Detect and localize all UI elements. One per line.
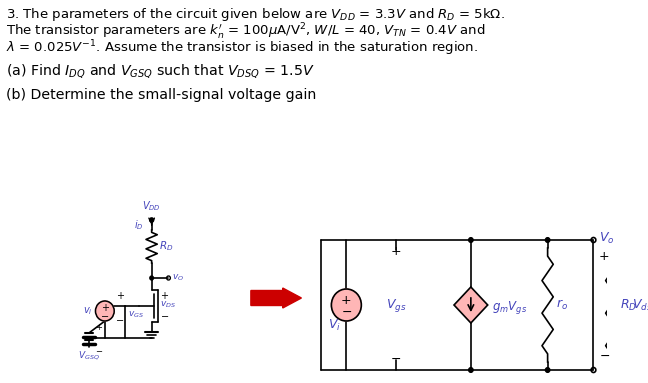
Text: $-$: $-$ xyxy=(95,345,104,354)
Circle shape xyxy=(469,368,473,372)
Text: +: + xyxy=(95,323,102,332)
Text: $V_{gs}$: $V_{gs}$ xyxy=(386,296,406,314)
Text: $-$: $-$ xyxy=(100,310,110,320)
Circle shape xyxy=(609,368,614,372)
Text: +: + xyxy=(101,303,109,313)
Circle shape xyxy=(469,238,473,242)
Text: $v_{GS}$: $v_{GS}$ xyxy=(128,309,145,319)
Text: $R_D$: $R_D$ xyxy=(159,240,174,254)
Text: $V_{GSQ}$: $V_{GSQ}$ xyxy=(78,349,100,362)
Circle shape xyxy=(150,218,154,222)
Text: $V_i$: $V_i$ xyxy=(328,318,341,332)
Circle shape xyxy=(609,238,614,242)
Circle shape xyxy=(95,301,114,321)
Text: +: + xyxy=(341,295,352,308)
Text: 3. The parameters of the circuit given below are $V_{DD}$ = 3.3$V$ and $R_D$ = 5: 3. The parameters of the circuit given b… xyxy=(6,6,504,23)
Text: +: + xyxy=(391,245,401,258)
Text: $v_i$: $v_i$ xyxy=(83,305,93,317)
Circle shape xyxy=(331,289,362,321)
Text: $-$: $-$ xyxy=(390,352,402,365)
Text: +: + xyxy=(599,250,610,263)
Text: +: + xyxy=(117,291,124,301)
Text: $v_O$: $v_O$ xyxy=(172,273,184,283)
Text: $-$: $-$ xyxy=(599,349,610,362)
Text: $V_{DD}$: $V_{DD}$ xyxy=(143,199,161,213)
Text: $-$: $-$ xyxy=(160,310,169,320)
Text: $V_{ds}$: $V_{ds}$ xyxy=(632,298,648,313)
Text: $i_D$: $i_D$ xyxy=(133,218,143,232)
Text: $\lambda$ = 0.025$V^{-1}$. Assume the transistor is biased in the saturation reg: $\lambda$ = 0.025$V^{-1}$. Assume the tr… xyxy=(6,38,478,57)
Text: $R_D$: $R_D$ xyxy=(619,298,637,313)
Text: $-$: $-$ xyxy=(115,314,124,324)
Text: The transistor parameters are $k^{\prime}_n$ = 100$\mu$A/V$^2$, $W/L$ = 40, $V_{: The transistor parameters are $k^{\prime… xyxy=(6,22,485,42)
FancyArrow shape xyxy=(251,288,301,308)
Text: $V_o$: $V_o$ xyxy=(599,231,614,246)
Circle shape xyxy=(150,276,154,280)
Circle shape xyxy=(546,368,550,372)
Text: $-$: $-$ xyxy=(341,304,352,318)
Polygon shape xyxy=(454,287,488,323)
Circle shape xyxy=(546,238,550,242)
Text: $v_{DS}$: $v_{DS}$ xyxy=(160,300,176,311)
Text: (a) Find $I_{DQ}$ and $V_{GSQ}$ such that $V_{DSQ}$ = 1.5$V$: (a) Find $I_{DQ}$ and $V_{GSQ}$ such tha… xyxy=(6,62,314,80)
Text: (b) Determine the small-signal voltage gain: (b) Determine the small-signal voltage g… xyxy=(6,88,316,102)
Text: $r_o$: $r_o$ xyxy=(556,298,568,312)
Text: $g_m V_{gs}$: $g_m V_{gs}$ xyxy=(492,298,527,316)
Text: +: + xyxy=(160,291,168,301)
